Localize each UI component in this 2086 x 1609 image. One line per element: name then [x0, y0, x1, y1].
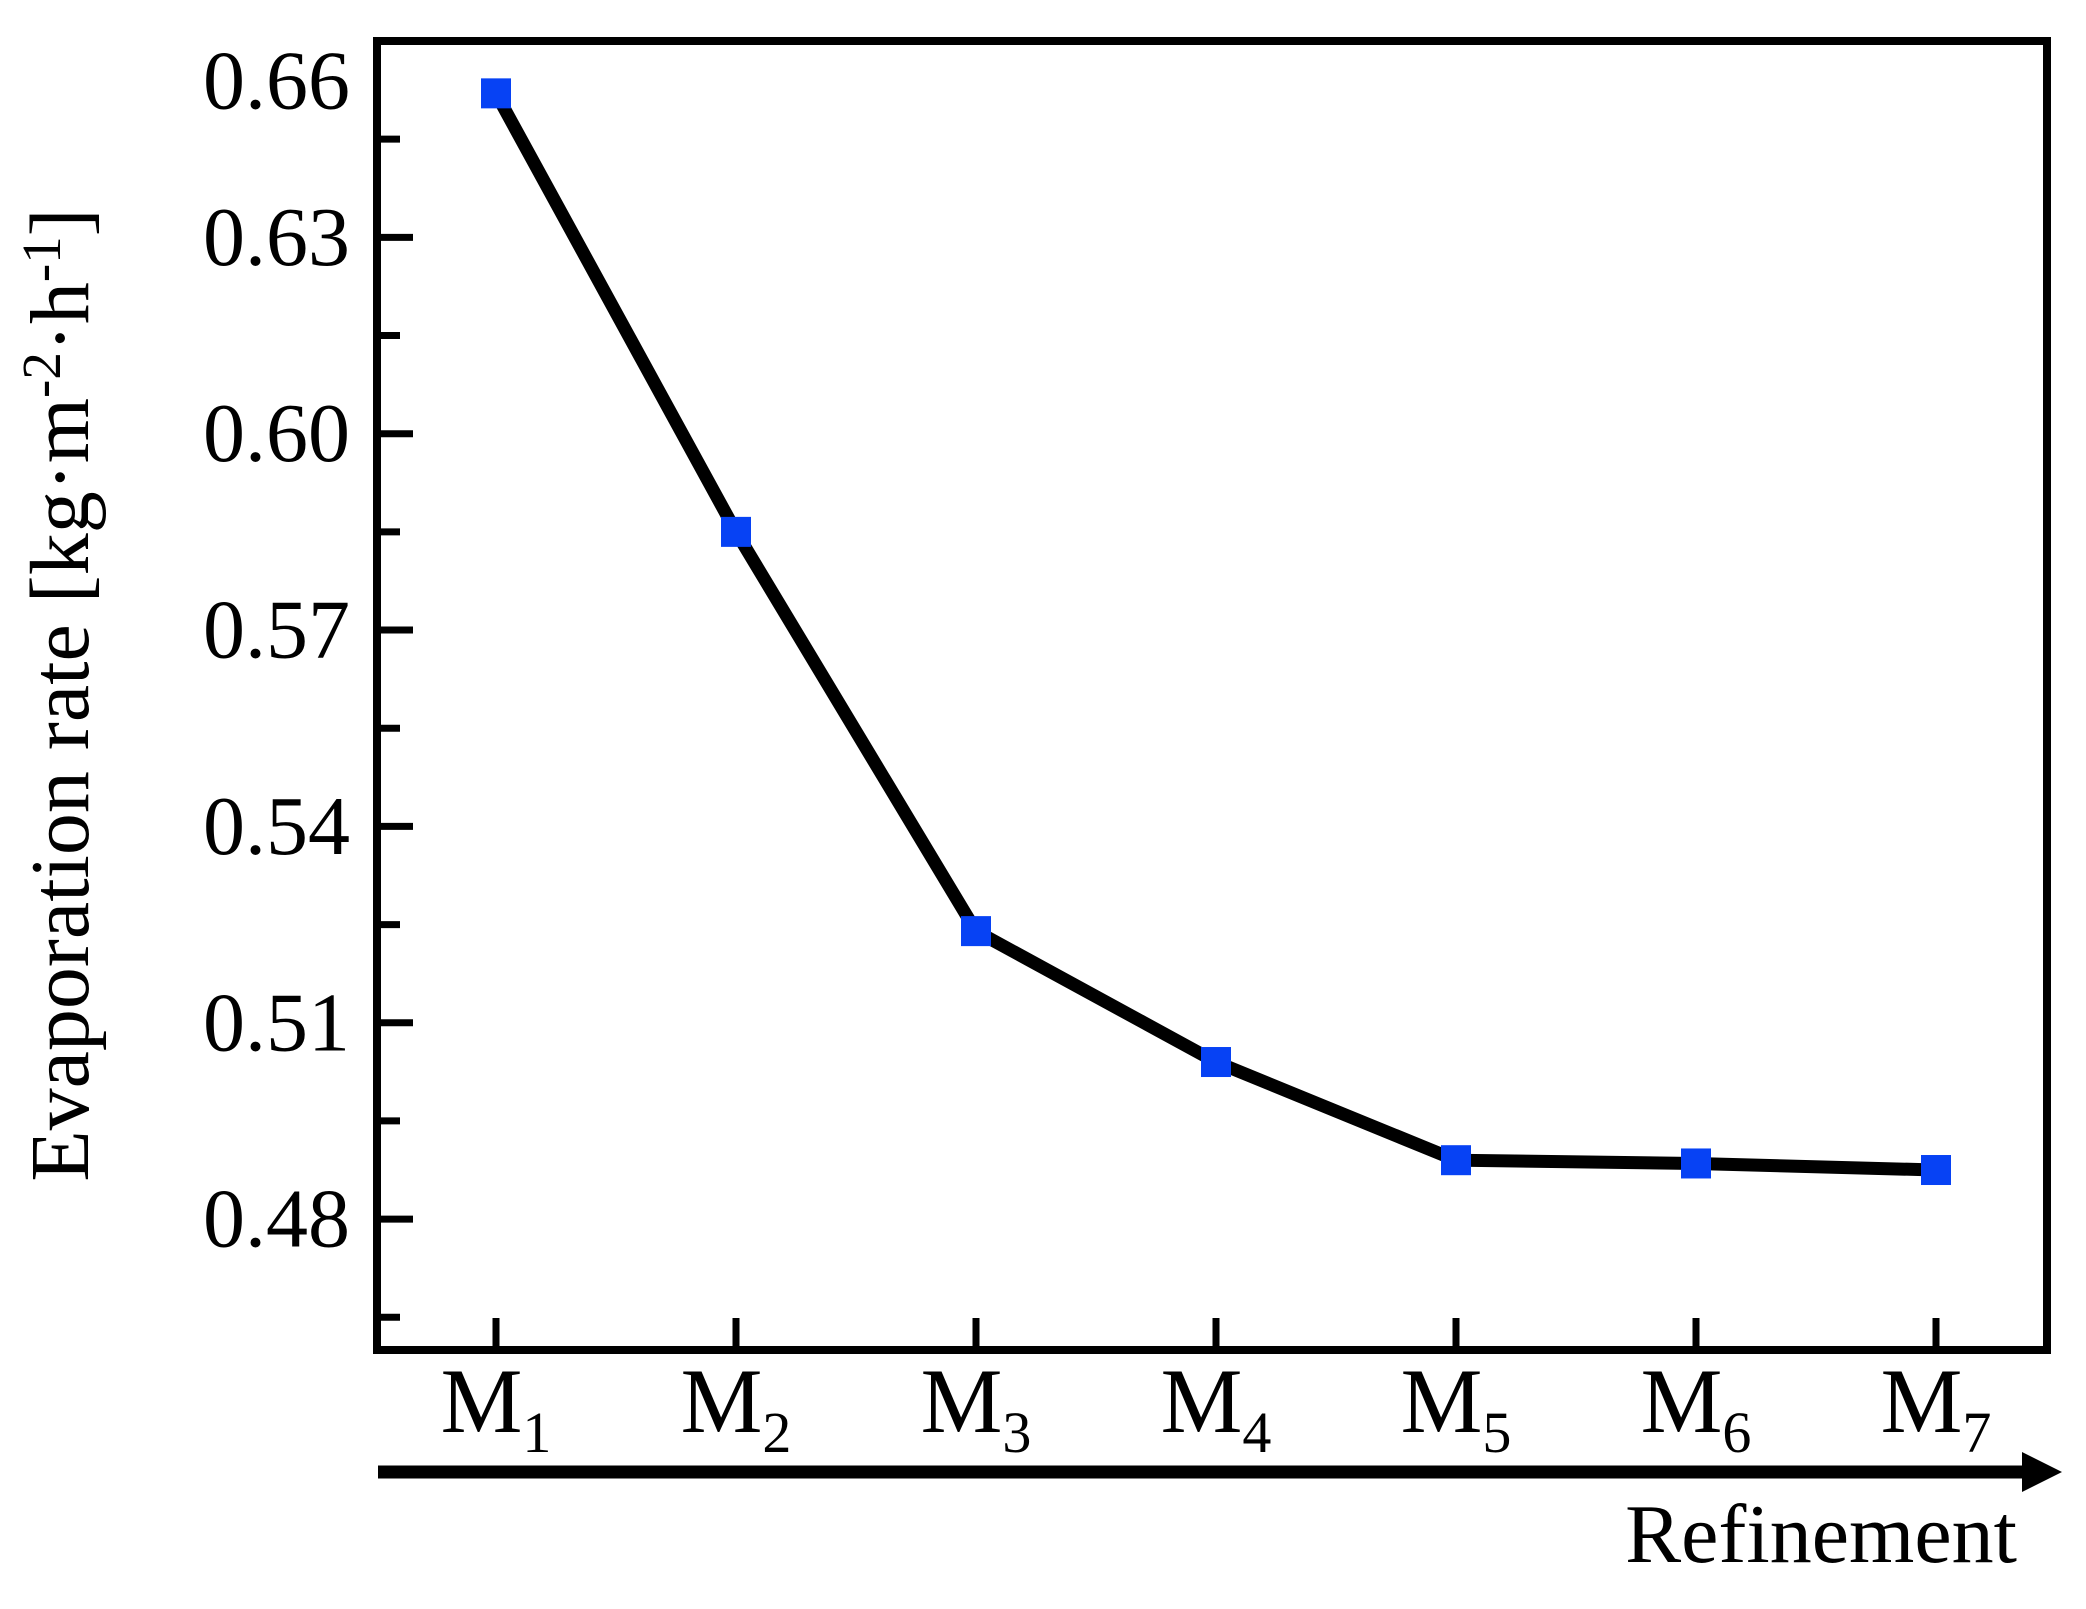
x-category-label-M6: M6: [1641, 1350, 1752, 1465]
data-point-M6: [1681, 1148, 1711, 1179]
x-category-label-M4: M4: [1161, 1350, 1272, 1465]
x-category-label-M5: M5: [1401, 1350, 1512, 1465]
x-axis-arrow: [378, 1452, 2062, 1492]
y-tick-label: 0.48: [203, 1173, 350, 1266]
data-point-M5: [1441, 1145, 1471, 1176]
x-axis-title: Refinement: [1625, 1488, 2017, 1581]
y-axis-tick-labels: 0.48 0.51 0.54 0.57 0.60 0.63 0.66: [203, 35, 350, 1266]
x-category-label-M3: M3: [921, 1350, 1032, 1465]
x-category-label-M7: M7: [1881, 1350, 1992, 1465]
x-category-label-M1: M1: [441, 1350, 552, 1465]
y-tick-label: 0.51: [203, 976, 350, 1069]
data-point-M4: [1201, 1047, 1231, 1078]
y-tick-label: 0.60: [203, 387, 350, 480]
data-point-M3: [961, 916, 991, 947]
data-point-M1: [481, 78, 511, 109]
x-axis-ticks: [492, 1318, 1940, 1346]
data-point-M7: [1921, 1155, 1951, 1186]
arrow-head-icon: [2022, 1452, 2062, 1492]
y-axis-major-ticks: [381, 37, 413, 1223]
data-point-M2: [721, 516, 751, 547]
data-line: [490, 90, 1937, 1177]
x-category-label-M2: M2: [681, 1350, 792, 1465]
y-tick-label: 0.66: [203, 35, 350, 128]
data-series: [481, 78, 1951, 1186]
x-axis-category-labels: M1 M2 M3 M4 M5 M6 M7: [441, 1350, 1992, 1465]
y-tick-label: 0.57: [203, 584, 350, 677]
plot-frame: [373, 37, 2051, 1354]
y-tick-label: 0.63: [203, 191, 350, 284]
y-axis-minor-ticks: [381, 135, 400, 1321]
y-tick-label: 0.54: [203, 780, 350, 873]
y-axis-title: Evaporation rate [kg·m-2·h-1]: [11, 208, 107, 1181]
